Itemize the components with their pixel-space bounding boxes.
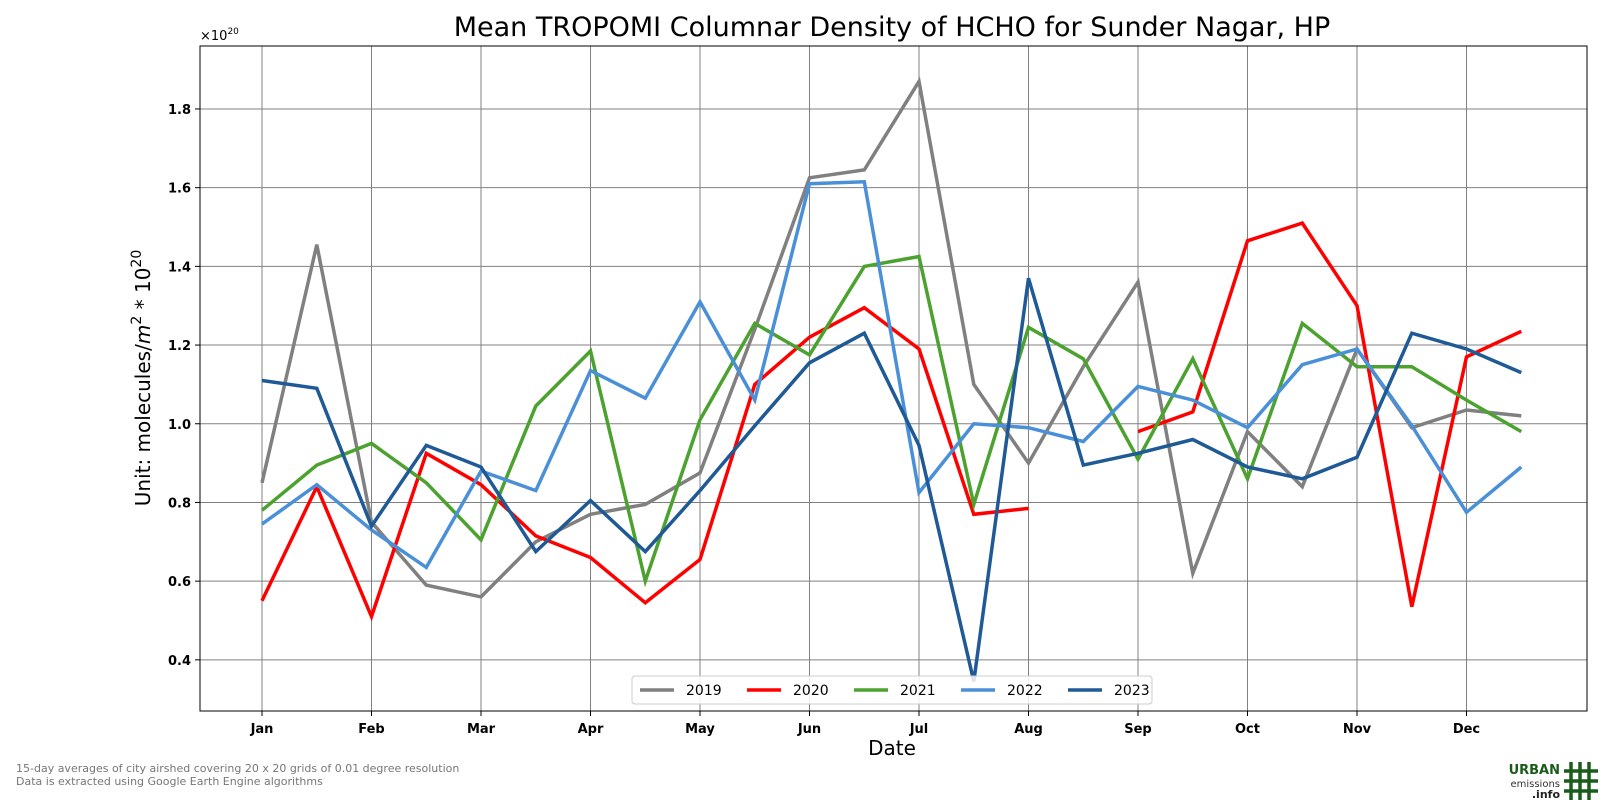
y-offset-exp: 20 (227, 27, 239, 37)
x-tick-label: Sep (1124, 722, 1152, 737)
x-tick-label: Jan (250, 722, 274, 737)
x-tick-label: Oct (1235, 722, 1260, 737)
legend-label-2023: 2023 (1114, 683, 1150, 699)
y-axis-label-mult-sup: 20 (129, 250, 145, 268)
y-axis-label-text: Unit: molecules/ (131, 344, 155, 506)
x-tick-label: Aug (1014, 722, 1043, 737)
y-offset-text: ×1020 (200, 27, 239, 44)
y-tick-label: 1.0 (168, 418, 191, 433)
y-tick-label: 1.4 (168, 260, 191, 275)
y-axis-label-mult: * 10 (131, 268, 155, 316)
legend-label-2019: 2019 (686, 683, 722, 699)
y-axis-label: Unit: molecules/m2 * 1020 (129, 250, 155, 507)
y-offset-base: ×10 (200, 29, 227, 44)
x-tick-label: Nov (1343, 722, 1372, 737)
x-tick-label: Feb (358, 722, 384, 737)
y-tick-label: 0.4 (168, 654, 191, 669)
series-line-2023 (261, 277, 1522, 682)
footnote-line-1: 15-day averages of city airshed covering… (16, 762, 459, 775)
plot-frame (199, 45, 1588, 712)
logo-text-urban: URBAN (1509, 763, 1560, 778)
x-tick-label: Jul (909, 722, 929, 737)
x-tick-label: Dec (1453, 722, 1480, 737)
x-tick-label: Apr (578, 722, 604, 737)
legend-box (631, 675, 1153, 705)
y-tick-label: 1.8 (168, 103, 191, 118)
y-tick-label: 1.6 (168, 182, 191, 197)
y-axis: 0.4 0.6 0.8 1.0 1.2 1.4 1.6 1.8 (168, 103, 200, 669)
x-tick-label: Mar (467, 722, 496, 737)
x-axis: Jan Feb Mar Apr May Jun Jul Aug Sep Oct Nov Dec (250, 711, 1480, 737)
chart-title: Mean TROPOMI Columnar Density of HCHO fo… (454, 12, 1331, 43)
logo-text-info: .info (1532, 788, 1561, 800)
x-tick-label: May (685, 722, 715, 737)
urban-emissions-logo: URBAN emissions .info (1509, 762, 1598, 800)
logo-text-emissions: emissions (1510, 779, 1560, 790)
series-line-2020 (1137, 221, 1523, 608)
x-tick-label: Jun (797, 722, 821, 737)
legend-label-2022: 2022 (1007, 683, 1043, 699)
legend-label-2020: 2020 (793, 683, 829, 699)
y-tick-label: 0.6 (168, 575, 191, 590)
y-axis-label-unit: m (131, 325, 155, 344)
series-line-2021 (260, 254, 1523, 588)
y-tick-label: 1.2 (168, 339, 191, 354)
footnote-line-2: Data is extracted using Google Earth Eng… (16, 775, 323, 788)
y-axis-label-unit-sup: 2 (129, 316, 145, 325)
series-line-2019 (260, 76, 1522, 599)
logo-grid-icon (1564, 762, 1598, 800)
legend-label-2021: 2021 (900, 683, 936, 699)
series-line-2020 (260, 305, 1029, 622)
x-axis-label: Date (868, 736, 916, 760)
series-line-2022 (260, 179, 1523, 570)
y-tick-label: 0.8 (168, 496, 191, 511)
series-lines (260, 76, 1523, 682)
legend: 2019 2020 2021 2022 2023 (631, 675, 1153, 705)
